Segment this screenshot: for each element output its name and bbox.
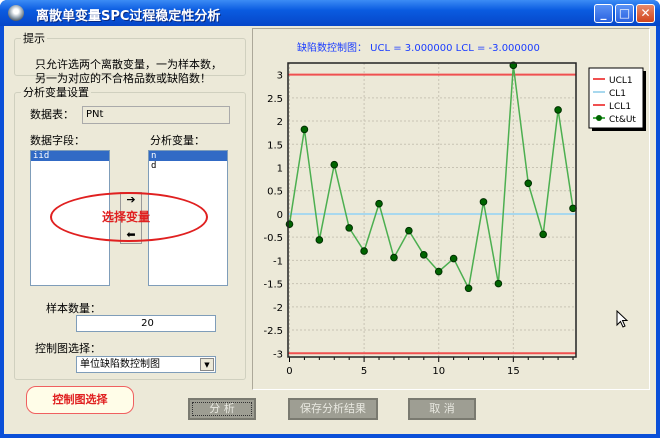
y-tick-label: 1.5 <box>267 140 283 151</box>
y-tick-label: -3 <box>273 349 283 360</box>
legend-label: CL1 <box>609 89 626 99</box>
analyze-button[interactable]: 分 析 <box>188 398 256 420</box>
callout-bubble: 控制图选择 <box>26 386 134 414</box>
maximize-button[interactable]: □ <box>615 4 634 23</box>
y-tick-label: 2 <box>277 117 283 128</box>
data-point <box>345 224 353 232</box>
app-icon <box>8 5 24 21</box>
data-point <box>360 247 368 255</box>
y-tick-label: 0.5 <box>267 187 283 198</box>
table-field[interactable]: PNt <box>82 106 230 124</box>
callout-text: 控制图选择 <box>52 393 108 406</box>
table-label: 数据表： <box>30 108 74 121</box>
x-tick-label: 10 <box>432 366 445 377</box>
data-point <box>375 199 383 208</box>
plot-frame <box>287 62 577 358</box>
chart-type-select[interactable]: 单位缺陷数控制图 ▼ <box>76 356 216 373</box>
list-item[interactable]: iid <box>31 151 109 161</box>
y-tick-label: -1 <box>273 256 283 267</box>
settings-legend: 分析变量设置 <box>23 86 89 99</box>
annotation-select-variables: 选择变量 <box>102 210 151 224</box>
sample-count-field[interactable]: 20 <box>76 315 216 332</box>
legend-label: LCL1 <box>609 102 631 112</box>
y-tick-label: 2.5 <box>267 94 283 105</box>
hint-group: 提示 只允许选两个离散变量，一为样本数， 另一为对应的不合格品数或缺陷数！ <box>14 30 246 85</box>
y-tick-label: -1.5 <box>263 280 283 291</box>
legend-marker <box>596 115 602 121</box>
save-results-button[interactable]: 保存分析结果 <box>288 398 378 420</box>
hint-line-2: 另一为对应的不合格品数或缺陷数！ <box>35 72 211 85</box>
x-tick-label: 0 <box>286 366 292 377</box>
y-tick-label: 0 <box>277 210 283 221</box>
data-point <box>419 251 428 259</box>
data-point <box>539 230 547 239</box>
title-bar: 离散单变量SPC过程稳定性分析 _ □ ✕ <box>0 0 660 26</box>
minimize-button[interactable]: _ <box>594 4 613 23</box>
y-tick-label: 1 <box>277 164 283 175</box>
data-point <box>405 226 413 235</box>
data-point <box>434 267 443 276</box>
chart-type-label: 控制图选择： <box>35 342 101 355</box>
y-tick-label: -2 <box>273 303 283 314</box>
vars-label: 分析变量： <box>150 134 205 147</box>
y-tick-label: -2.5 <box>263 326 283 337</box>
data-point <box>494 279 503 288</box>
data-point <box>524 179 533 188</box>
y-tick-label: 3 <box>277 71 283 82</box>
data-point <box>390 253 398 262</box>
data-point <box>464 284 473 293</box>
control-chart: 缺陷数控制图： UCL = 3.000000 LCL = -3.000000 3 2… <box>263 41 646 377</box>
series-line <box>288 65 574 291</box>
fields-label: 数据字段： <box>30 134 85 147</box>
cancel-button[interactable]: 取 消 <box>408 398 476 420</box>
annotation-ellipse <box>50 192 208 242</box>
sample-label: 样本数量： <box>46 302 101 315</box>
list-item[interactable]: d <box>151 161 157 171</box>
list-item[interactable]: n <box>149 151 227 161</box>
legend-label: Ct&Ut <box>609 115 636 125</box>
data-point <box>554 106 562 114</box>
x-tick-label: 15 <box>507 366 520 377</box>
mouse-cursor-icon <box>616 310 629 328</box>
data-point <box>300 125 309 134</box>
window-title: 离散单变量SPC过程稳定性分析 <box>36 9 221 24</box>
hint-legend: 提示 <box>23 32 45 45</box>
chart-panel: 缺陷数控制图： UCL = 3.000000 LCL = -3.000000 3 2… <box>252 28 650 390</box>
x-tick-label: 5 <box>361 366 367 377</box>
close-button[interactable]: ✕ <box>636 4 655 23</box>
data-point <box>479 198 488 206</box>
legend-label: UCL1 <box>609 76 633 86</box>
data-point <box>449 254 458 263</box>
data-point <box>315 236 324 244</box>
chart-title: 缺陷数控制图： UCL = 3.000000 LCL = -3.000000 <box>297 41 540 54</box>
chevron-down-icon[interactable]: ▼ <box>200 358 214 371</box>
hint-line-1: 只允许选两个离散变量，一为样本数， <box>35 58 222 71</box>
data-point <box>330 160 339 169</box>
dialog-body: 提示 只允许选两个离散变量，一为样本数， 另一为对应的不合格品数或缺陷数！ 分析… <box>4 26 656 434</box>
variable-settings-group: 分析变量设置 <box>14 84 246 380</box>
chart-type-value: 单位缺陷数控制图 <box>80 359 160 370</box>
data-point <box>285 220 294 228</box>
y-tick-label: -0.5 <box>263 233 283 244</box>
